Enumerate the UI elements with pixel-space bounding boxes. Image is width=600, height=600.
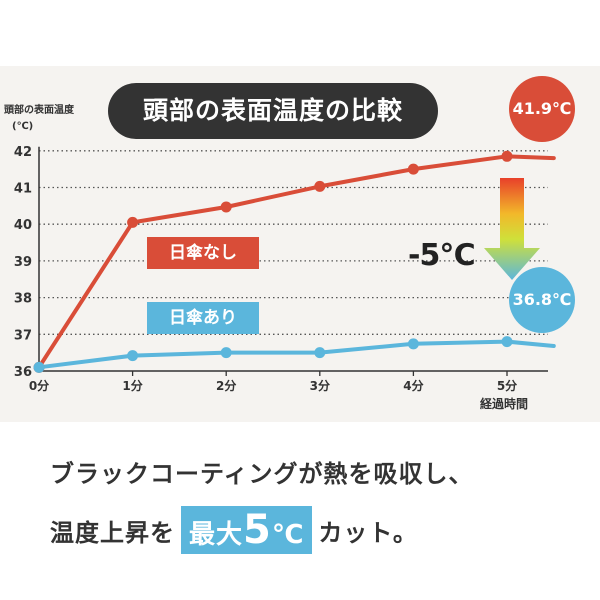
y-axis-title: 頭部の表面温度 [4, 105, 74, 116]
series-line-1 [37, 339, 556, 370]
y-tick-label: 42 [14, 145, 32, 160]
data-point-1 [314, 347, 326, 359]
tick-labels: 36 37 38 39 40 41 42 0分 1分 2分 3分 4分 5分 [14, 145, 517, 393]
x-axis-title: 経過時間 [480, 397, 529, 411]
axes [38, 146, 548, 372]
highlight-box: 最大5℃ [181, 506, 313, 554]
x-tick-label: 4分 [403, 378, 423, 393]
data-point-0 [501, 150, 513, 162]
grid-lines [39, 150, 548, 335]
data-point-1 [220, 347, 232, 359]
y-tick-label: 36 [14, 365, 32, 380]
caption-line-2-post: カット。 [318, 518, 418, 547]
highlight-max: 最大 [189, 520, 244, 550]
y-tick-label: 40 [14, 218, 32, 233]
data-point-1 [127, 350, 139, 362]
x-tick-label: 0分 [29, 378, 49, 393]
data-point-1 [407, 338, 419, 350]
data-point-0 [220, 201, 232, 213]
chart-title: 頭部の表面温度の比較 [108, 83, 438, 139]
max-temp-bubble-blue: 36.8℃ [509, 267, 575, 333]
highlight-unit: ℃ [271, 520, 305, 550]
caption-line-2-pre: 温度上昇を [50, 518, 175, 547]
x-tick-label: 2分 [216, 378, 236, 393]
y-tick-label: 41 [14, 182, 32, 197]
x-tick-label: 5分 [497, 378, 517, 393]
x-tick-label: 1分 [122, 378, 142, 393]
data-point-0 [127, 216, 139, 228]
highlight-number: 5 [243, 507, 272, 553]
data-point-1 [33, 361, 45, 373]
difference-label: -5℃ [408, 238, 476, 273]
x-tick-label: 3分 [310, 378, 330, 393]
gradient-arrow [484, 178, 540, 280]
data-points [33, 150, 513, 373]
data-point-1 [501, 336, 513, 348]
caption-line-2: 温度上昇を 最大5℃ カット。 [50, 506, 418, 554]
y-tick-label: 38 [14, 292, 32, 307]
y-tick-label: 39 [14, 255, 32, 270]
data-point-0 [314, 180, 326, 192]
caption-line-1: ブラックコーティングが熱を吸収し、 [50, 460, 474, 488]
max-temp-bubble-red: 41.9℃ [509, 76, 575, 142]
y-tick-label: 37 [14, 328, 32, 343]
series-label-no-umbrella: 日傘なし [147, 237, 259, 269]
series-label-with-umbrella: 日傘あり [147, 302, 259, 334]
y-axis-unit: (℃) [12, 121, 34, 132]
data-point-0 [407, 163, 419, 175]
